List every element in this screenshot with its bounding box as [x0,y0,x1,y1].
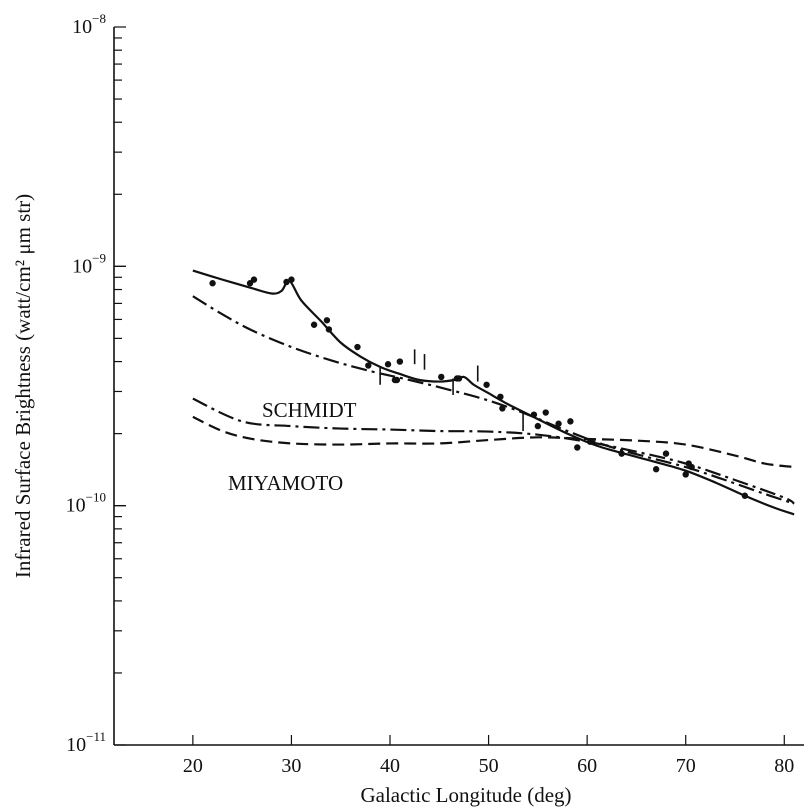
data-point [209,280,216,287]
data-point [499,405,506,412]
y-tick-label: 10−11 [66,729,106,756]
series-line-2 [192,397,795,505]
series-line-1 [192,295,795,505]
y-tick-label: 10−9 [72,250,106,277]
data-point [688,463,695,471]
data-point [530,411,538,418]
data-point [325,326,333,333]
annotation-schmidt: SCHMIDT [262,398,357,422]
x-tick-label: 20 [183,755,203,777]
data-point [652,466,660,473]
data-point [542,409,549,416]
data-point [288,276,295,283]
y-axis-label: Infrared Surface Brightness (watt/cm² μm… [11,194,35,578]
data-point [283,278,290,286]
data-point [497,393,504,401]
data-point [455,375,463,382]
annotation-miyamoto: MIYAMOTO [228,471,343,495]
x-tick-label: 40 [380,755,400,777]
text-layer: 10−8 10−9 10−10 10−11 20 30 40 50 60 70 80 Galactic… [11,11,794,807]
x-tick-label: 30 [281,755,301,777]
axes [113,26,804,746]
data-point [741,492,749,499]
data-point [682,471,689,478]
data-point [396,358,404,365]
data-point [384,361,392,368]
data-point [586,438,594,445]
data-point [250,276,258,283]
x-tick-label: 50 [479,755,499,777]
data-point [618,450,625,457]
errorbar-layer [379,349,524,432]
data-point [555,420,562,427]
points-layer [209,276,749,499]
data-point [438,373,445,381]
data-point [354,343,361,351]
data-point [574,444,581,451]
x-tick-label: 80 [774,755,794,777]
x-tick-label: 70 [676,755,696,777]
x-tick-label: 60 [577,755,597,777]
data-point [365,362,372,369]
data-point [534,422,542,430]
y-tick-label: 10−8 [72,11,106,38]
data-point [393,376,401,384]
y-tick-label: 10−10 [66,490,106,517]
series-line-3 [192,415,795,469]
data-point [483,381,490,388]
x-axis-label: Galactic Longitude (deg) [360,783,571,807]
data-point [323,317,331,324]
data-point [662,450,670,457]
data-point [567,418,574,425]
data-point [310,321,318,328]
